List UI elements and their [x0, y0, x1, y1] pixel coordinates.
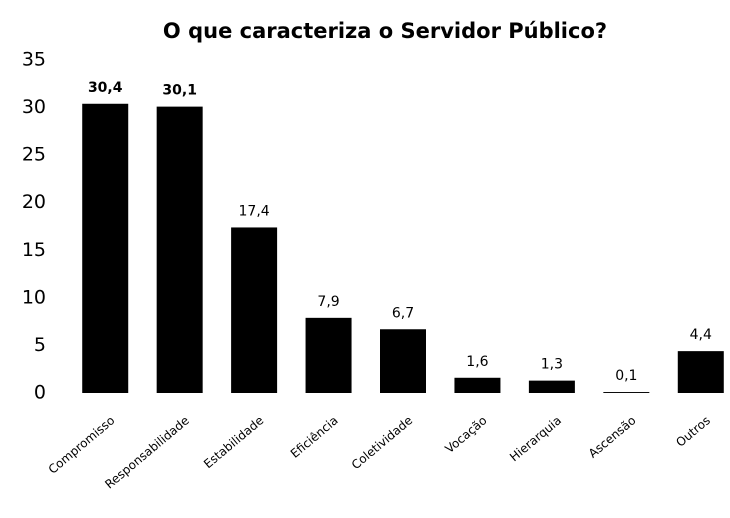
value-label: 6,7: [392, 305, 414, 321]
x-tick-label: Estabilidade: [201, 413, 266, 471]
bar: [454, 377, 501, 393]
bar: [603, 392, 650, 393]
y-tick-label: 0: [34, 382, 46, 404]
y-tick-label: 25: [22, 144, 46, 166]
y-tick-label: 20: [22, 191, 46, 213]
bar: [305, 317, 352, 393]
bar: [82, 103, 129, 393]
x-tick-label: Eficiência: [288, 413, 341, 461]
value-label: 30,4: [88, 80, 123, 96]
value-label: 0,1: [615, 368, 637, 384]
x-tick-label: Vocação: [442, 413, 489, 456]
value-label: 7,9: [317, 294, 339, 310]
x-tick-label: Compromisso: [46, 413, 118, 476]
x-tick-label: Ascensão: [586, 413, 639, 460]
value-label: 1,6: [466, 354, 488, 370]
chart-title: O que caracteriza o Servidor Público?: [163, 19, 607, 43]
value-label: 1,3: [541, 357, 563, 373]
bar: [677, 351, 724, 393]
x-tick-label: Outros: [673, 413, 713, 449]
x-tick-label: Coletividade: [349, 413, 415, 472]
value-label: 30,1: [162, 83, 197, 99]
value-label: 17,4: [239, 203, 270, 219]
y-tick-label: 10: [22, 286, 46, 308]
y-tick-label: 5: [34, 334, 46, 356]
bar: [156, 106, 203, 394]
x-tick-label: Hierarquia: [507, 413, 564, 464]
y-tick-label: 35: [22, 49, 46, 71]
bar: [528, 380, 575, 393]
y-tick-label: 30: [22, 96, 46, 118]
y-tick-label: 15: [22, 239, 46, 261]
bar: [380, 329, 426, 393]
bar: [231, 227, 278, 393]
value-label: 4,4: [690, 327, 712, 343]
